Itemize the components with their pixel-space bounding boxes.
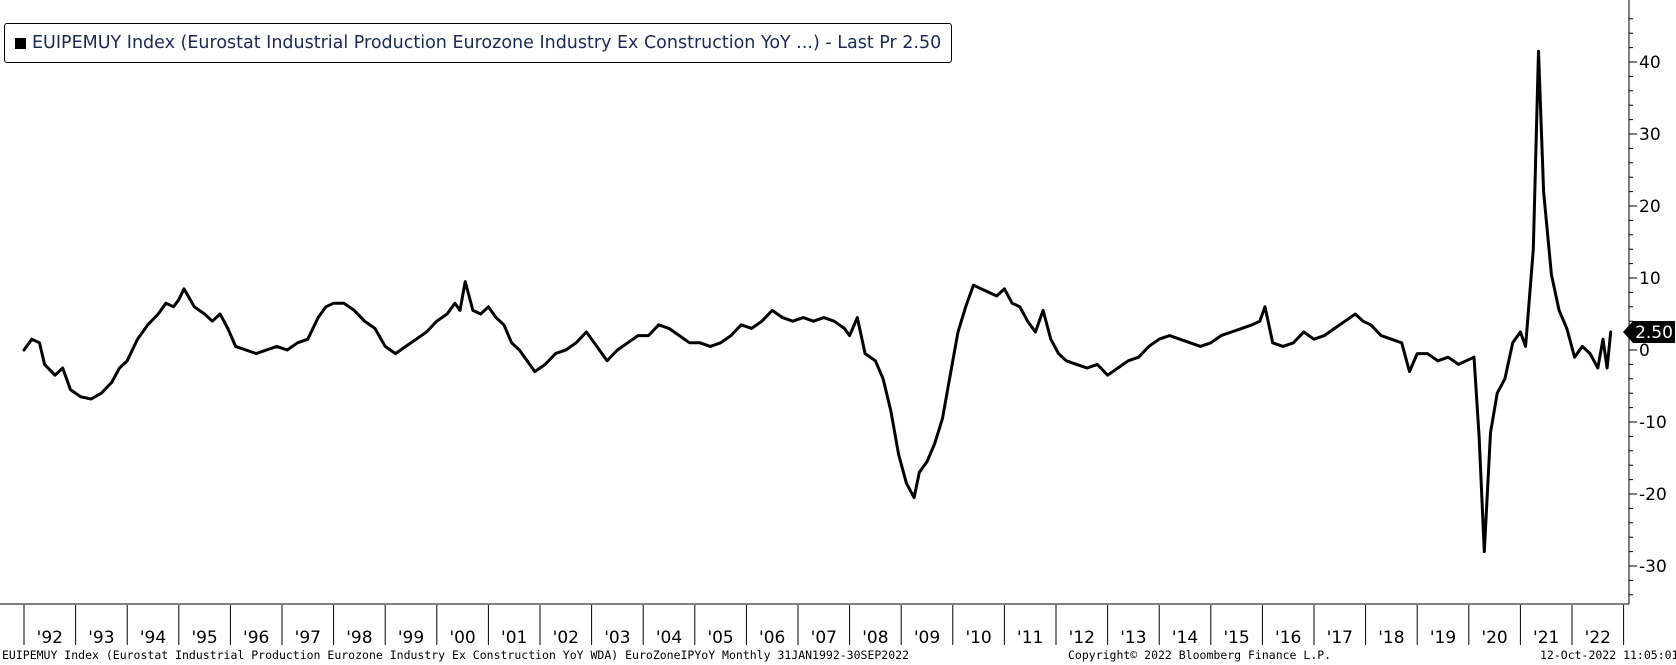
x-tick-label: '95 xyxy=(191,628,217,648)
x-tick-label: '92 xyxy=(37,628,63,648)
x-tick-label: '12 xyxy=(1069,628,1095,648)
last-value-badge-shape xyxy=(1623,321,1675,343)
x-tick-label: '16 xyxy=(1275,628,1301,648)
x-tick-label: '96 xyxy=(243,628,269,648)
last-value-badge: 2.50 xyxy=(1623,321,1675,343)
y-tick-label: 20 xyxy=(1639,197,1661,217)
x-tick-label: '18 xyxy=(1378,628,1404,648)
x-tick-label: '00 xyxy=(449,628,475,648)
x-tick-label: '22 xyxy=(1585,628,1611,648)
legend-swatch xyxy=(15,37,26,49)
x-tick-label: '03 xyxy=(604,628,630,648)
x-tick-label: '15 xyxy=(1223,628,1249,648)
x-axis: '92 '93 '94 '95 '96 '97 '98 '99 '00 '01 '02 '03 '04 '… xyxy=(0,603,1629,648)
y-axis: 40 30 20 10 0 -10 -20 -30 xyxy=(1628,0,1667,604)
series-line-euipemuy xyxy=(22,49,1613,554)
legend-label: EUIPEMUY Index (Eurostat Industrial Prod… xyxy=(32,33,942,53)
x-tick-label: '93 xyxy=(88,628,114,648)
x-tick-label: '19 xyxy=(1430,628,1456,648)
x-tick-label: '05 xyxy=(707,628,733,648)
last-value-label: 2.50 xyxy=(1635,323,1673,343)
y-tick-label: 10 xyxy=(1639,269,1661,289)
x-tick-label: '99 xyxy=(398,628,424,648)
y-tick-label: -10 xyxy=(1639,413,1667,433)
y-tick-label: -30 xyxy=(1639,557,1667,577)
x-tick-label: '14 xyxy=(1172,628,1198,648)
x-tick-label: '10 xyxy=(965,628,991,648)
footer-description: EUIPEMUY Index (Eurostat Industrial Prod… xyxy=(2,648,909,662)
x-tick-label: '04 xyxy=(656,628,682,648)
x-tick-label: '11 xyxy=(1017,628,1043,648)
x-tick-label: '02 xyxy=(553,628,579,648)
legend: EUIPEMUY Index (Eurostat Industrial Prod… xyxy=(4,23,953,63)
y-tick-label: 40 xyxy=(1639,53,1661,73)
footer-timestamp: 12-Oct-2022 11:05:01 xyxy=(1540,648,1676,662)
x-tick-label: '20 xyxy=(1481,628,1507,648)
x-tick-label: '97 xyxy=(295,628,321,648)
x-tick-label: '13 xyxy=(1120,628,1146,648)
y-tick-label: 0 xyxy=(1639,341,1650,361)
footer-copyright: Copyright© 2022 Bloomberg Finance L.P. xyxy=(1068,648,1332,662)
x-tick-label: '01 xyxy=(501,628,527,648)
x-tick-label: '08 xyxy=(862,628,888,648)
x-tick-label: '21 xyxy=(1533,628,1559,648)
x-tick-label: '98 xyxy=(346,628,372,648)
x-tick-label: '07 xyxy=(811,628,837,648)
x-tick-label: '17 xyxy=(1327,628,1353,648)
x-tick-label: '94 xyxy=(140,628,166,648)
x-tick-label: '09 xyxy=(914,628,940,648)
y-tick-label: -20 xyxy=(1639,485,1667,505)
x-tick-label: '06 xyxy=(759,628,785,648)
y-tick-label: 30 xyxy=(1639,125,1661,145)
